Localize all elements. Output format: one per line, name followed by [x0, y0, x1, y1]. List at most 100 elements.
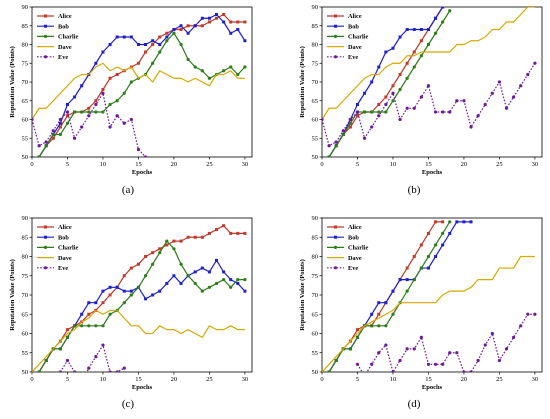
legend-label-bob: Bob	[348, 234, 359, 241]
data-point-bob	[384, 50, 388, 54]
data-point-eve	[122, 121, 126, 125]
legend-marker	[43, 34, 48, 39]
y-tick-label: 65	[22, 98, 29, 105]
data-point-alice	[384, 95, 388, 99]
legend-marker	[334, 24, 337, 28]
data-point-bob	[73, 95, 77, 99]
data-point-alice	[115, 73, 119, 76]
data-point-eve	[419, 95, 423, 99]
chart-panel-b: 0 5 10 15 20 25 30 50 55 60 65 70 75 80 85 90 Epochs Repu…	[299, 4, 543, 196]
data-point-eve	[412, 106, 416, 110]
data-point-charlie	[94, 324, 98, 328]
data-point-eve	[362, 136, 367, 140]
data-point-charlie	[179, 42, 183, 47]
data-point-charlie	[327, 155, 331, 157]
y-tick-label: 90	[22, 4, 29, 11]
series-line-dave	[322, 7, 535, 120]
data-point-alice	[151, 251, 155, 255]
data-point-bob	[412, 28, 416, 31]
x-tick-label: 30	[242, 161, 249, 168]
x-tick-label: 25	[496, 376, 503, 383]
panel-caption: (a)	[122, 184, 135, 196]
data-point-bob	[419, 28, 423, 31]
data-point-bob	[229, 31, 233, 35]
x-tick-label: 25	[206, 376, 213, 383]
legend-marker	[333, 245, 338, 249]
data-point-eve	[136, 147, 141, 152]
data-point-charlie	[236, 72, 240, 77]
data-point-charlie	[158, 50, 162, 54]
legend-marker	[43, 266, 48, 270]
data-point-bob	[243, 39, 247, 43]
data-point-alice	[200, 235, 204, 239]
legend-marker	[334, 225, 337, 229]
data-point-alice	[58, 125, 62, 129]
x-tick-label: 5	[66, 376, 69, 383]
chart-panel-d: 0 5 10 15 20 25 30 50 55 60 65 70 75 80 85 90 Epochs Repu…	[299, 215, 543, 410]
data-point-bob	[370, 80, 374, 84]
data-point-bob	[193, 270, 197, 274]
y-tick-label: 85	[312, 23, 319, 30]
data-point-eve	[355, 110, 360, 114]
data-point-charlie	[179, 262, 183, 266]
data-point-charlie	[391, 99, 395, 103]
data-point-eve	[476, 358, 480, 363]
data-point-alice	[222, 13, 226, 16]
data-point-charlie	[398, 87, 402, 92]
data-point-eve	[419, 335, 423, 339]
data-point-eve	[462, 370, 466, 372]
data-point-bob	[144, 43, 148, 46]
data-point-bob	[136, 43, 140, 46]
data-point-bob	[222, 270, 226, 274]
data-point-bob	[101, 50, 105, 54]
data-point-charlie	[72, 110, 77, 114]
data-point-alice	[377, 103, 381, 106]
data-point-bob	[243, 289, 247, 293]
data-point-eve	[519, 324, 523, 328]
data-point-bob	[469, 220, 473, 224]
data-point-eve	[341, 129, 345, 133]
x-tick-label: 10	[390, 376, 397, 383]
data-point-eve	[533, 61, 537, 65]
data-point-eve	[87, 114, 91, 118]
legend: Alice Bob Charlie Dave Eve	[327, 13, 368, 61]
y-tick-label: 80	[312, 254, 319, 261]
data-point-eve	[348, 117, 352, 122]
data-point-eve	[469, 370, 473, 372]
data-point-charlie	[129, 293, 133, 297]
data-point-charlie	[193, 281, 197, 286]
data-point-charlie	[405, 289, 409, 293]
data-point-bob	[115, 35, 119, 39]
data-point-charlie	[370, 110, 374, 114]
data-point-eve	[72, 370, 77, 372]
data-point-eve	[37, 144, 41, 148]
y-tick-label: 60	[312, 117, 319, 124]
data-point-eve	[504, 106, 509, 110]
y-tick-label: 50	[312, 154, 319, 161]
data-point-eve	[433, 110, 438, 114]
data-point-bob	[101, 289, 105, 293]
data-point-charlie	[448, 9, 452, 13]
y-tick-label: 80	[22, 254, 29, 261]
x-axis-label: Epochs	[132, 384, 153, 391]
data-point-eve	[72, 136, 77, 140]
data-point-alice	[186, 235, 190, 239]
data-point-eve	[334, 140, 338, 144]
y-tick-label: 70	[22, 79, 29, 86]
data-point-bob	[87, 301, 91, 305]
y-tick-label: 85	[312, 234, 319, 241]
data-point-eve	[101, 343, 105, 347]
y-tick-label: 60	[22, 331, 29, 338]
y-tick-label: 90	[22, 215, 29, 222]
data-point-eve	[398, 358, 402, 363]
x-tick-label: 10	[100, 161, 107, 168]
data-point-bob	[94, 61, 98, 65]
data-point-eve	[490, 331, 494, 336]
data-point-eve	[65, 358, 70, 363]
data-point-bob	[172, 274, 176, 278]
data-point-bob	[94, 301, 98, 305]
data-point-bob	[108, 43, 112, 46]
data-point-charlie	[229, 65, 233, 69]
legend-label-charlie: Charlie	[58, 245, 78, 252]
plot-area	[322, 220, 537, 372]
